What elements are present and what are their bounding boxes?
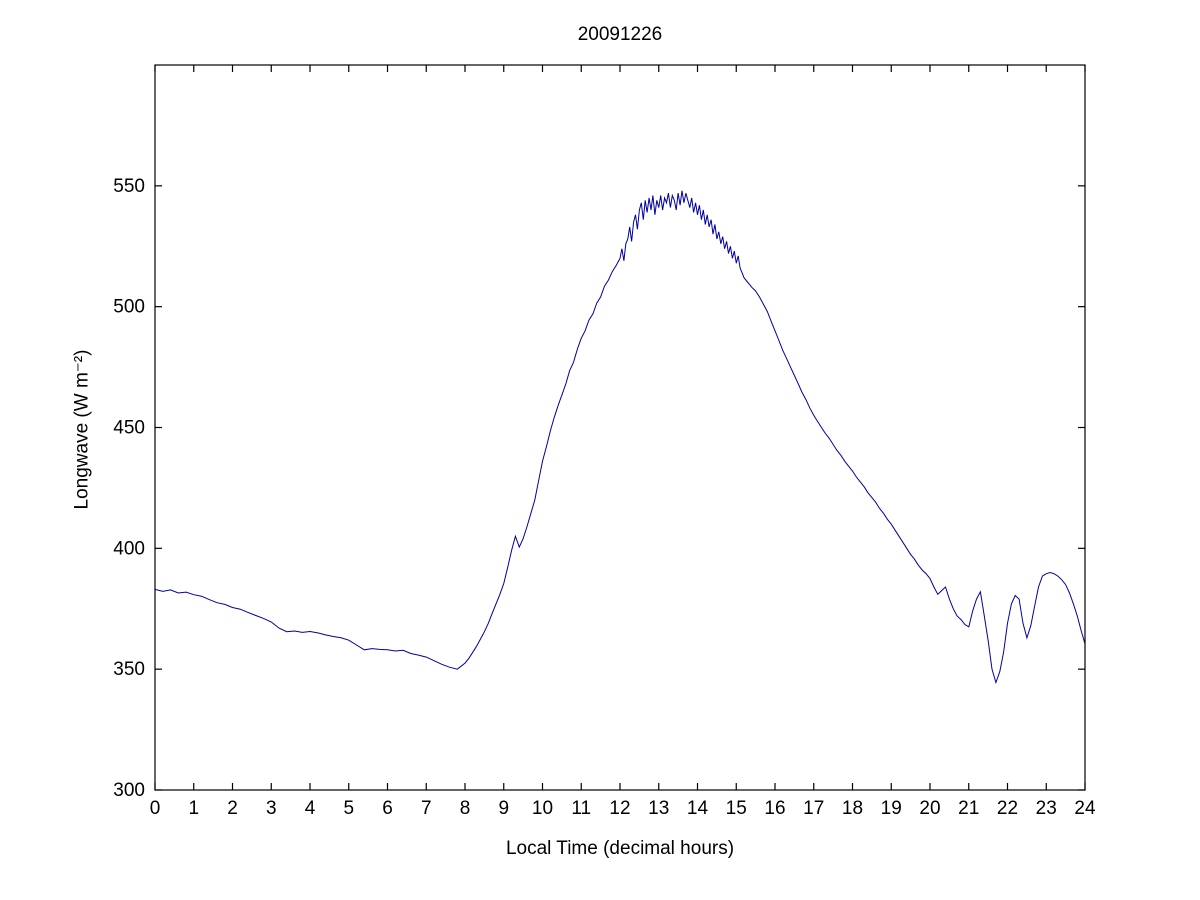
x-tick-label: 0 — [150, 798, 161, 819]
x-tick-label: 4 — [305, 798, 316, 819]
x-tick-label: 18 — [842, 798, 863, 819]
longwave-series-line — [154, 190, 1086, 685]
x-tick-label: 11 — [571, 798, 591, 819]
x-tick-label: 20 — [919, 798, 940, 819]
x-tick-label: 13 — [648, 798, 669, 819]
y-tick-label: 400 — [113, 538, 145, 559]
x-tick-label: 5 — [343, 798, 354, 819]
x-tick-label: 10 — [532, 798, 553, 819]
x-tick-label: 22 — [997, 798, 1018, 819]
x-tick-label: 23 — [1036, 798, 1057, 819]
x-axis-label: Local Time (decimal hours) — [505, 838, 735, 859]
y-axis-label: Longwave (W m⁻²) — [71, 349, 93, 510]
x-tick-label: 16 — [764, 798, 785, 819]
x-tick-label: 9 — [498, 798, 509, 819]
x-tick-label: 3 — [266, 798, 277, 819]
x-tick-label: 24 — [1074, 798, 1096, 819]
x-tick-label: 17 — [803, 798, 824, 819]
y-tick-label: 450 — [113, 418, 145, 439]
chart-title: 20091226 — [577, 24, 663, 45]
x-tick-label: 12 — [609, 798, 630, 819]
x-tick-label: 21 — [958, 798, 979, 819]
y-tick-label: 550 — [113, 176, 145, 197]
x-tick-label: 7 — [421, 798, 432, 819]
x-tick-label: 1 — [188, 798, 199, 819]
x-tick-label: 14 — [687, 798, 709, 819]
x-tick-label: 6 — [382, 798, 393, 819]
x-tick-label: 8 — [460, 798, 471, 819]
axes-box — [154, 64, 1086, 791]
y-tick-label: 350 — [113, 659, 145, 680]
x-tick-label: 15 — [726, 798, 747, 819]
y-tick-label: 300 — [113, 780, 145, 801]
y-tick-label: 500 — [113, 297, 145, 318]
x-tick-label: 2 — [227, 798, 238, 819]
x-tick-label: 19 — [881, 798, 902, 819]
